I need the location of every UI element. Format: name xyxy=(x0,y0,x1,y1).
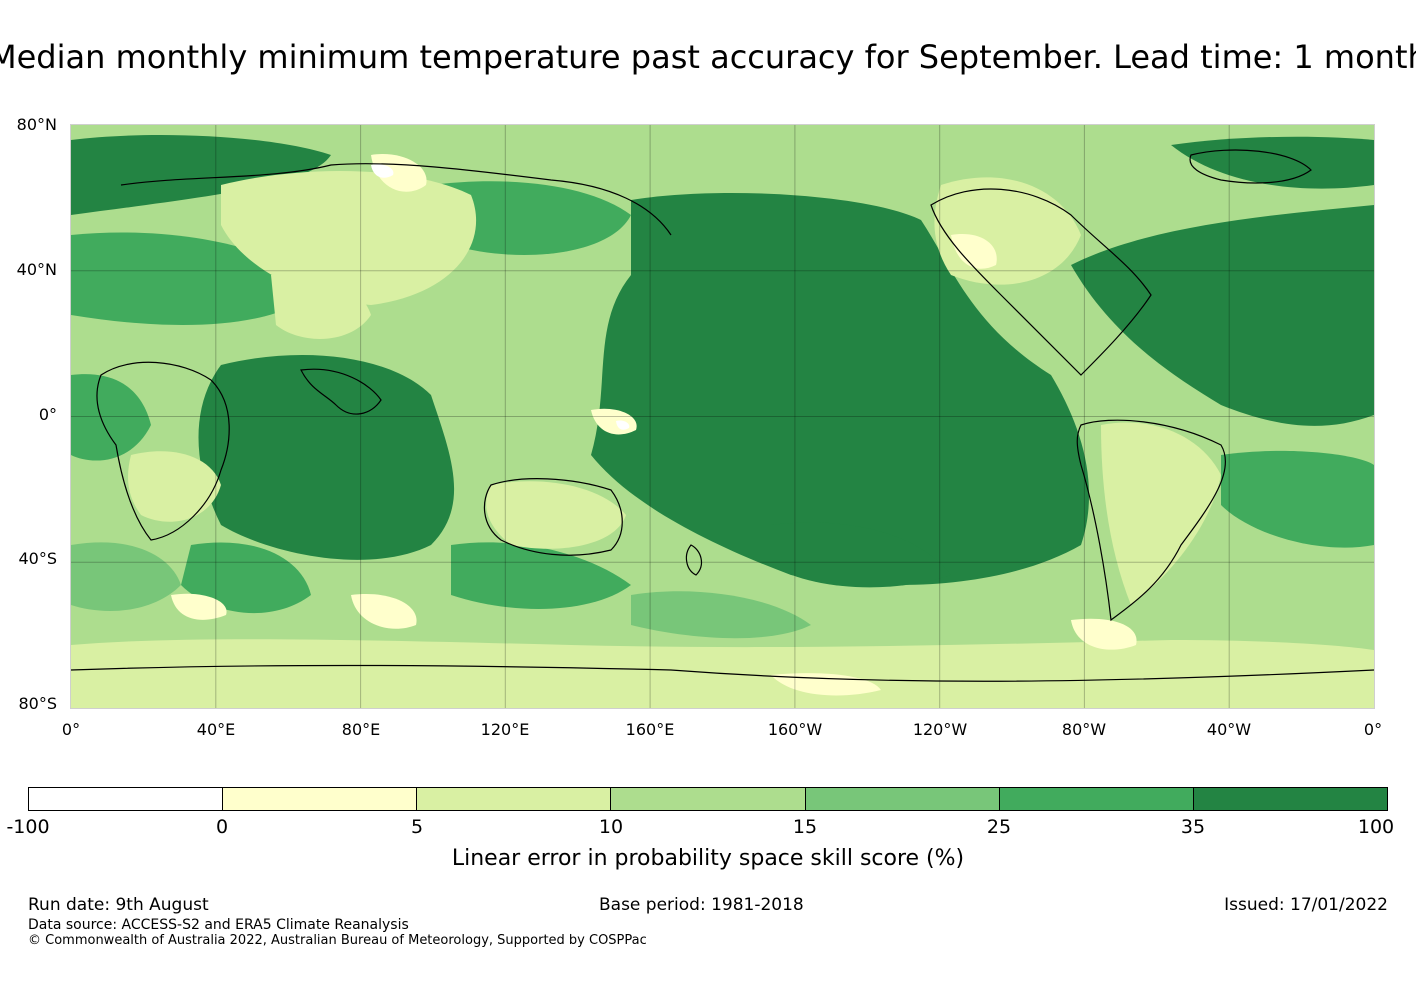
lon-label-160w: 160°W xyxy=(767,720,823,739)
lon-label-40e: 40°E xyxy=(196,720,236,739)
map-canvas xyxy=(71,125,1374,708)
colorbar-tick: 35 xyxy=(1180,816,1206,838)
colorbar-tick: 100 xyxy=(1357,816,1395,838)
skill-score-map xyxy=(70,124,1375,709)
lon-label-80e: 80°E xyxy=(341,720,381,739)
colorbar-tick: 15 xyxy=(792,816,818,838)
lon-label-0: 0° xyxy=(61,720,81,739)
title-text: Median monthly minimum temperature past … xyxy=(0,38,1416,76)
colorbar-tick: -100 xyxy=(6,816,50,838)
colorbar-segment xyxy=(29,788,224,810)
colorbar-segment xyxy=(611,788,806,810)
data-source: Data source: ACCESS-S2 and ERA5 Climate … xyxy=(28,917,409,933)
issued-date: Issued: 17/01/2022 xyxy=(1224,895,1388,915)
colorbar-label: Linear error in probability space skill … xyxy=(451,846,965,871)
colorbar-tick: 10 xyxy=(598,816,624,838)
lon-label-120w: 120°W xyxy=(912,720,968,739)
lon-label-80w: 80°W xyxy=(1061,720,1107,739)
lon-label-40w: 40°W xyxy=(1206,720,1252,739)
lon-label-120e: 120°E xyxy=(480,720,530,739)
colorbar-segment xyxy=(1193,788,1387,810)
colorbar-tick: 0 xyxy=(215,816,229,838)
colorbar-segment xyxy=(999,788,1194,810)
page-title: Median monthly minimum temperature past … xyxy=(0,38,1416,80)
lat-label-40n: 40°N xyxy=(16,260,57,279)
lon-label-0-right: 0° xyxy=(1363,720,1383,739)
coastlines xyxy=(71,149,1374,682)
graticule xyxy=(71,125,1374,708)
base-period: Base period: 1981-2018 xyxy=(599,895,804,915)
lon-label-160e: 160°E xyxy=(625,720,675,739)
colorbar-tick: 25 xyxy=(986,816,1012,838)
colorbar xyxy=(28,787,1388,811)
lat-label-40s: 40°S xyxy=(18,549,57,568)
copyright-notice: © Commonwealth of Australia 2022, Austra… xyxy=(28,933,647,948)
colorbar-tick: 5 xyxy=(410,816,424,838)
lat-label-80n: 80°N xyxy=(16,115,57,134)
lat-label-equator: 0° xyxy=(38,405,57,424)
colorbar-segment xyxy=(417,788,612,810)
run-date: Run date: 9th August xyxy=(28,895,209,915)
colorbar-segment xyxy=(805,788,1000,810)
lat-label-80s: 80°S xyxy=(18,694,57,713)
colorbar-segment xyxy=(223,788,418,810)
